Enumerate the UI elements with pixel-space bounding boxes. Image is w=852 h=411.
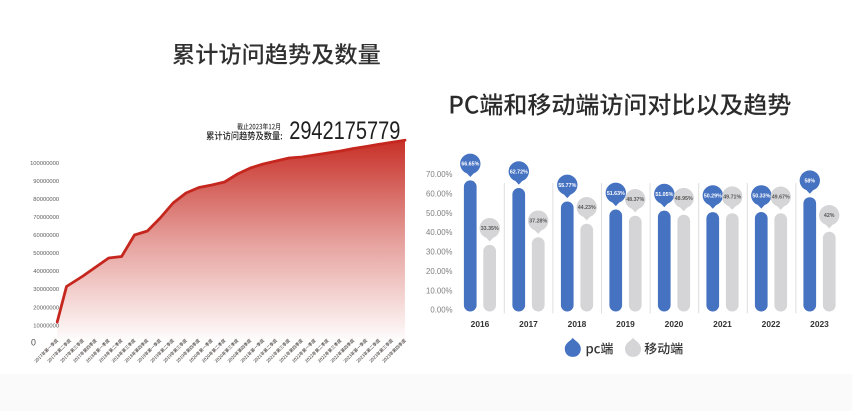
svg-text:55.77%: 55.77% (558, 183, 576, 189)
svg-text:2942175779: 2942175779 (289, 117, 400, 145)
svg-text:49.67%: 49.67% (772, 195, 790, 201)
svg-text:2016: 2016 (471, 319, 490, 329)
svg-text:0: 0 (31, 338, 36, 348)
svg-text:20.00%: 20.00% (426, 267, 453, 276)
svg-text:62.72%: 62.72% (510, 169, 528, 175)
svg-text:10000000: 10000000 (33, 323, 59, 329)
svg-text:2018: 2018 (568, 319, 587, 329)
svg-text:80000000: 80000000 (33, 197, 59, 203)
svg-text:20000000: 20000000 (33, 305, 59, 311)
svg-text:2022: 2022 (762, 319, 781, 329)
svg-text:51.63%: 51.63% (607, 191, 625, 197)
svg-text:10.00%: 10.00% (426, 286, 453, 295)
svg-text:70.00%: 70.00% (426, 170, 453, 179)
svg-text:2021: 2021 (713, 319, 732, 329)
svg-text:70000000: 70000000 (33, 215, 59, 221)
svg-text:40.00%: 40.00% (426, 228, 453, 237)
svg-text:60000000: 60000000 (33, 233, 59, 239)
svg-text:2017: 2017 (519, 319, 538, 329)
svg-text:50000000: 50000000 (33, 251, 59, 257)
svg-text:60.00%: 60.00% (426, 190, 453, 199)
svg-text:50.29%: 50.29% (704, 193, 722, 199)
svg-text:51.05%: 51.05% (655, 192, 673, 198)
svg-text:50.00%: 50.00% (426, 209, 453, 218)
svg-text:58%: 58% (804, 179, 815, 185)
svg-text:100000000: 100000000 (30, 161, 59, 167)
svg-text:44.23%: 44.23% (578, 205, 596, 211)
svg-text:66.65%: 66.65% (461, 162, 479, 168)
svg-text:48.37%: 48.37% (626, 197, 644, 203)
svg-text:49.71%: 49.71% (723, 195, 741, 201)
svg-text:30.00%: 30.00% (426, 248, 453, 257)
svg-text:30000000: 30000000 (33, 287, 59, 293)
svg-text:42%: 42% (824, 213, 835, 219)
svg-text:0.00%: 0.00% (430, 306, 452, 315)
svg-text:90000000: 90000000 (33, 179, 59, 185)
svg-text:48.95%: 48.95% (675, 196, 693, 202)
svg-text:2020: 2020 (665, 319, 684, 329)
svg-text:33.35%: 33.35% (481, 226, 499, 232)
svg-text:2023: 2023 (810, 319, 829, 329)
svg-text:37.28%: 37.28% (529, 219, 547, 225)
svg-text:2019: 2019 (616, 319, 635, 329)
svg-text:40000000: 40000000 (33, 269, 59, 275)
svg-text:50.33%: 50.33% (752, 193, 770, 199)
